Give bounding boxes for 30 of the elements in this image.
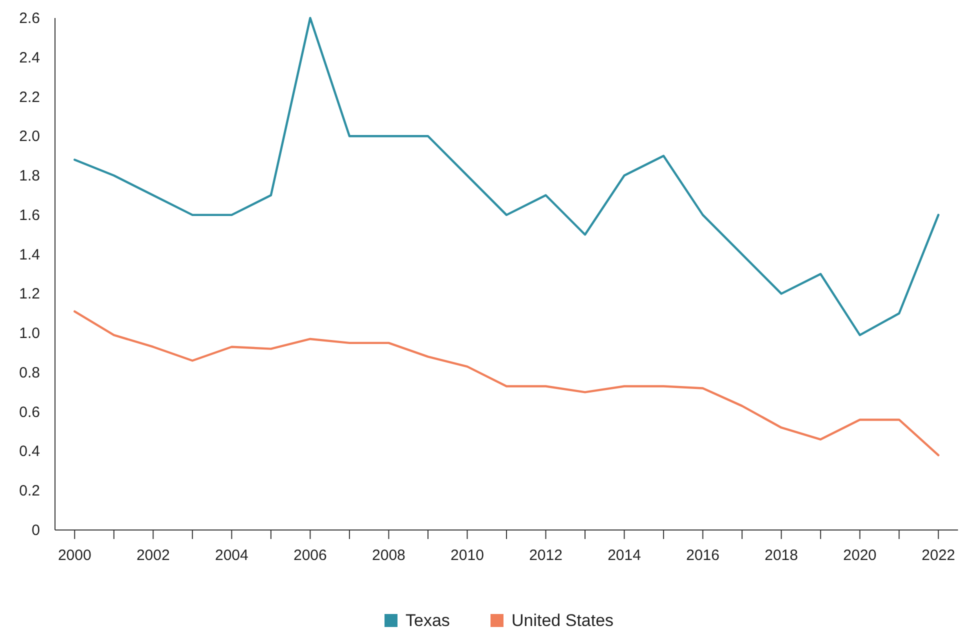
x-tick-label: 2022 bbox=[922, 547, 956, 564]
y-tick-label: 0.2 bbox=[19, 482, 40, 500]
x-tick-label: 2012 bbox=[529, 547, 562, 564]
x-tick-label: 2000 bbox=[58, 547, 92, 564]
y-tick-label: 1.0 bbox=[19, 325, 40, 342]
x-tick-label: 2002 bbox=[136, 547, 170, 564]
y-tick-label: 1.4 bbox=[19, 246, 40, 264]
x-tick-label: 2014 bbox=[608, 547, 641, 564]
y-tick-label: 1.8 bbox=[19, 168, 40, 185]
y-tick-label: 2.0 bbox=[19, 128, 40, 146]
x-tick-label: 2008 bbox=[372, 547, 406, 564]
x-tick-label: 2010 bbox=[450, 547, 484, 564]
y-tick-label: 2.6 bbox=[19, 10, 40, 27]
y-tick-label: 1.6 bbox=[19, 206, 40, 224]
y-tick-label: 1.2 bbox=[19, 286, 40, 303]
legend-label: United States bbox=[512, 611, 614, 630]
y-tick-label: 0.6 bbox=[19, 404, 40, 421]
y-tick-label: 2.2 bbox=[19, 88, 40, 106]
y-tick-label: 0.8 bbox=[19, 364, 40, 382]
y-tick-label: 2.4 bbox=[19, 49, 40, 66]
x-tick-label: 2020 bbox=[843, 547, 877, 564]
legend-label: Texas bbox=[406, 611, 450, 630]
x-tick-label: 2016 bbox=[686, 547, 720, 564]
line-series bbox=[74, 310, 940, 456]
x-tick-label: 2018 bbox=[764, 547, 798, 564]
y-tick-label: 0 bbox=[32, 522, 40, 539]
y-tick-label: 0.4 bbox=[19, 443, 40, 460]
x-tick-label: 2006 bbox=[294, 547, 327, 564]
x-tick-label: 2004 bbox=[214, 547, 248, 564]
line-series bbox=[74, 16, 940, 336]
